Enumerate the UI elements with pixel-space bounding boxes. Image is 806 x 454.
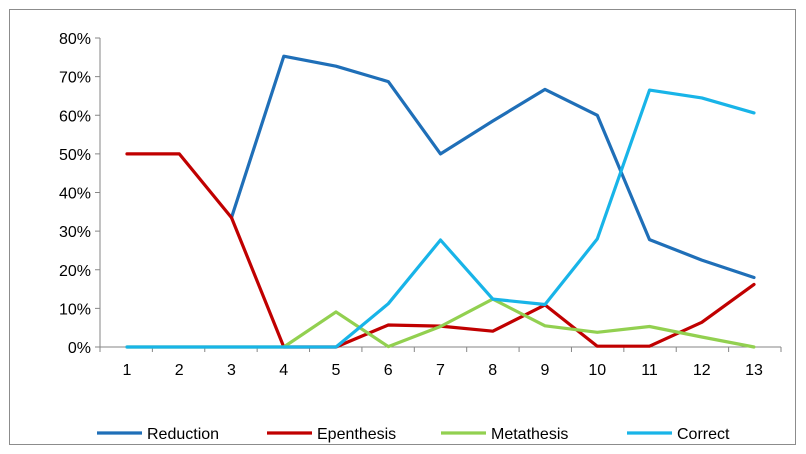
- legend-label-reduction: Reduction: [147, 426, 219, 443]
- chart-frame: 0% 10% 20% 30% 40% 50% 60% 70% 80% 1 2 3 4 5 6 7 8 9 10 11…: [9, 9, 796, 445]
- legend: Reduction Epenthesis Metathesis Correct: [97, 426, 730, 443]
- x-tick-label: 7: [436, 362, 445, 379]
- y-tick-label: 0%: [68, 340, 91, 357]
- y-axis: 0% 10% 20% 30% 40% 50% 60% 70% 80%: [59, 31, 101, 357]
- legend-label-metathesis: Metathesis: [491, 426, 568, 443]
- legend-label-correct: Correct: [677, 426, 730, 443]
- y-tick-label: 70%: [59, 70, 91, 87]
- x-tick-label: 4: [279, 362, 288, 379]
- x-tick-label: 3: [227, 362, 236, 379]
- x-tick-label: 12: [693, 362, 711, 379]
- series-lines: [125, 54, 756, 349]
- y-tick-label: 60%: [59, 108, 91, 125]
- line-chart: 0%10%20%30%40%50%60%70%80% 1 2 3 4 5 6 7 8 9 10 11…: [59, 31, 782, 443]
- x-tick-label: 1: [123, 362, 132, 379]
- y-tick-label: 40%: [59, 186, 91, 203]
- x-tick-label: 8: [488, 362, 497, 379]
- y-tick-label: 20%: [59, 263, 91, 280]
- series-line-reduction: [229, 54, 756, 280]
- x-tick-label: 6: [384, 362, 393, 379]
- x-tick-label: 9: [541, 362, 550, 379]
- series-line-correct: [125, 88, 756, 349]
- y-tick-label: 50%: [59, 147, 91, 164]
- y-tick-label: 10%: [59, 301, 91, 318]
- legend-label-epenthesis: Epenthesis: [317, 426, 396, 443]
- series-line-epenthesis: [125, 152, 756, 349]
- x-tick-label: 13: [745, 362, 763, 379]
- x-tick-label: 2: [175, 362, 184, 379]
- x-tick-label: 10: [588, 362, 606, 379]
- x-axis: 1 2 3 4 5 6 7 8 9 10 11 12 13: [99, 346, 782, 379]
- x-tick-label: 11: [641, 362, 658, 379]
- y-tick-label: 30%: [59, 224, 91, 241]
- x-tick-label: 5: [332, 362, 341, 379]
- y-tick-label: 80%: [59, 31, 91, 48]
